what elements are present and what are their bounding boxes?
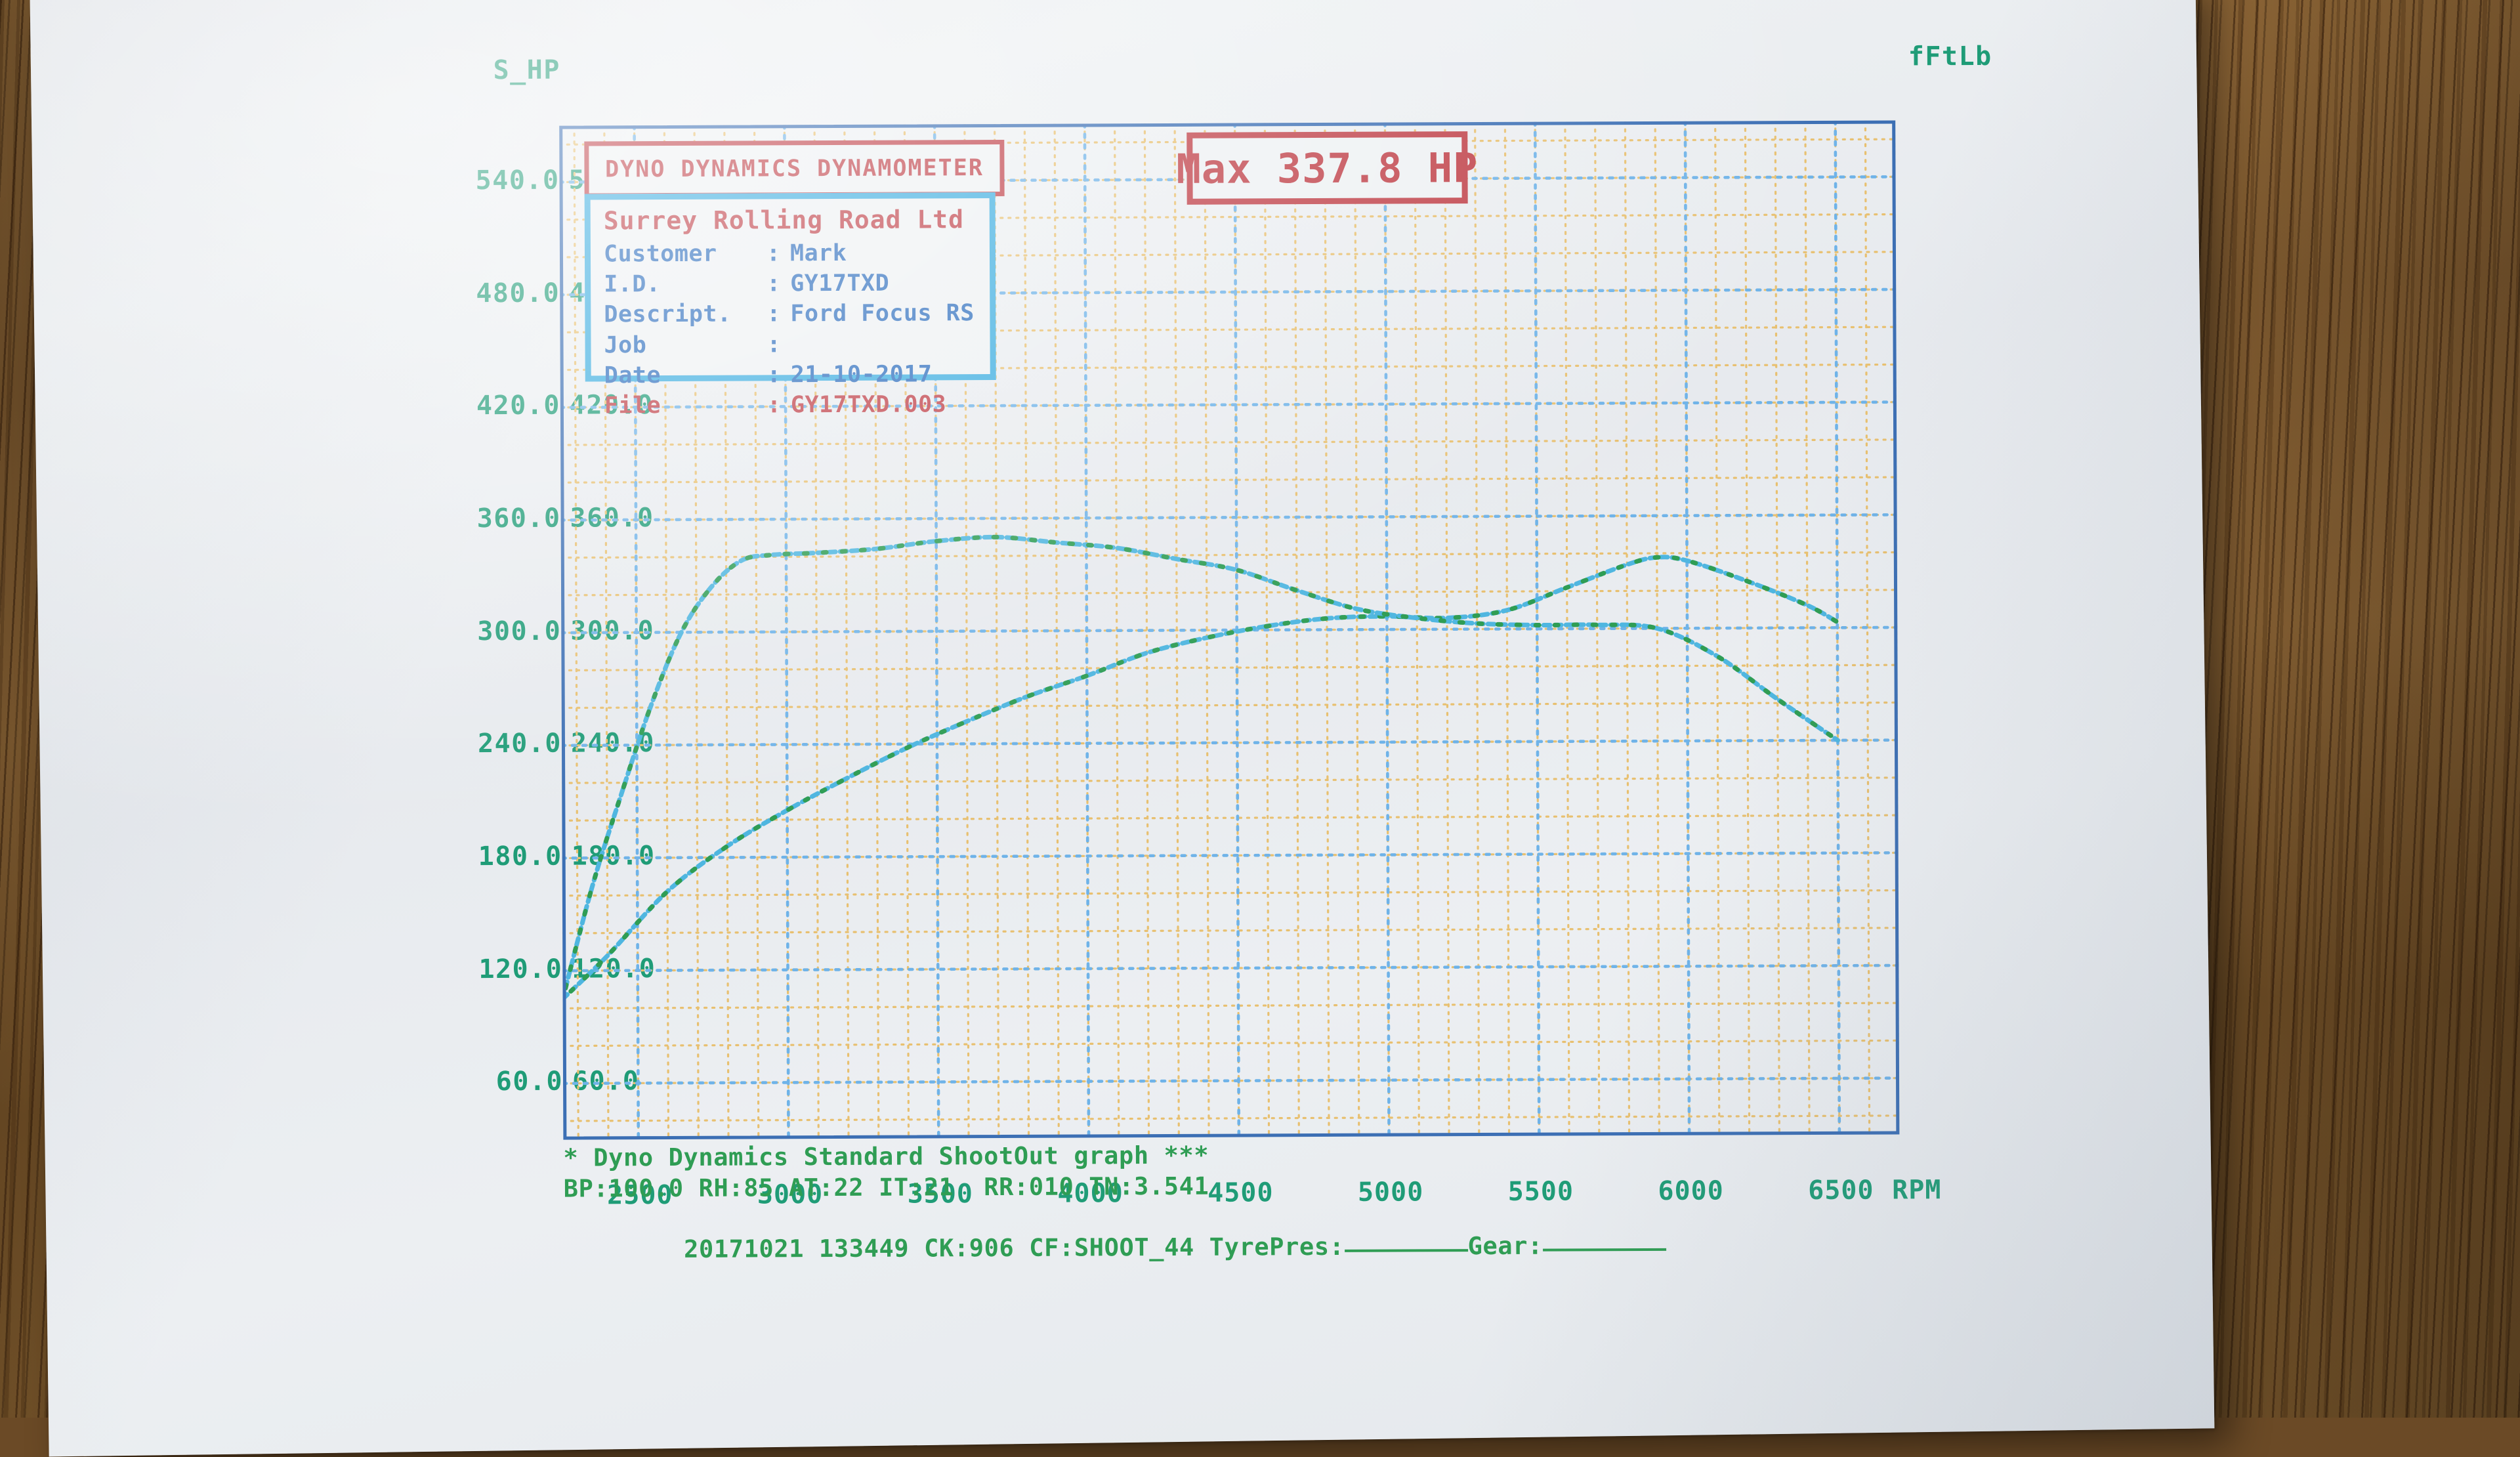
info-value: Ford Focus RS xyxy=(790,298,975,329)
gear-label: Gear: xyxy=(1468,1231,1544,1259)
info-key: I.D. xyxy=(604,269,766,300)
trace-cyan xyxy=(561,534,1839,999)
info-separator: : xyxy=(766,238,790,268)
info-value: 21-10-2017 xyxy=(791,359,933,390)
max-hp-value: Max 337.8 HP xyxy=(1176,144,1478,193)
info-separator: : xyxy=(767,390,791,420)
y-tick-left-120: 120.0 xyxy=(478,954,562,984)
y-tick-left-240: 240.0 xyxy=(478,728,562,759)
dyno-title-text: DYNO DYNAMICS DYNAMOMETER xyxy=(605,155,984,182)
info-separator: : xyxy=(766,299,790,329)
info-separator: : xyxy=(766,329,790,360)
info-separator: : xyxy=(766,268,790,299)
gear-blank xyxy=(1543,1248,1666,1252)
info-value: Mark xyxy=(790,238,847,269)
info-key: Descript. xyxy=(604,299,766,330)
info-key: Date xyxy=(604,360,767,391)
info-key: Job xyxy=(604,329,766,360)
info-row-customer: Customer:Mark xyxy=(604,238,990,270)
y-tick-left-360: 360.0 xyxy=(477,503,561,534)
footer-line-3-text: 20171021 133449 CK:906 CF:SHOOT_44 TyreP… xyxy=(684,1233,1345,1263)
max-hp-box: Max 337.8 HP xyxy=(1186,131,1467,205)
y-tick-left-60: 60.0 xyxy=(496,1066,564,1097)
data-curves xyxy=(561,534,1839,999)
info-key: Customer xyxy=(604,238,766,269)
y-tick-left-540: 540.0 xyxy=(476,165,560,196)
trace-green xyxy=(561,534,1839,999)
info-row-date: Date:21-10-2017 xyxy=(604,359,990,391)
info-row-id: I.D.:GY17TXD xyxy=(604,268,990,300)
info-row-descript: Descript.:Ford Focus RS xyxy=(604,298,990,330)
run-conditions-footer: * Dyno Dynamics Standard ShootOut graph … xyxy=(563,1137,1902,1296)
footer-line-3: 20171021 133449 CK:906 CF:SHOOT_44 TyreP… xyxy=(564,1199,1903,1296)
y-tick-left-180: 180.0 xyxy=(478,841,562,872)
info-value: GY17TXD.003 xyxy=(791,389,946,420)
printout-sheet: S_HP 60.0 120.0 180.0 240.0 300.0 360.0 420.0 4… xyxy=(30,0,2215,1457)
shop-name: Surrey Rolling Road Ltd xyxy=(604,205,990,235)
y-tick-left-480: 480.0 xyxy=(476,278,560,308)
tyre-pressure-blank xyxy=(1345,1249,1468,1252)
info-separator: : xyxy=(767,360,791,390)
info-value: GY17TXD xyxy=(790,268,889,299)
series-fftlb xyxy=(561,534,1839,999)
info-key: File xyxy=(604,390,767,421)
footer-line-2: BP:100.0 RH:85 AT:22 IT:21 RR:010 TN:3.5… xyxy=(564,1168,1902,1204)
y-axis-left-title: S_HP xyxy=(493,55,560,85)
info-row-job: Job: xyxy=(604,329,990,361)
footer-line-1: * Dyno Dynamics Standard ShootOut graph … xyxy=(563,1137,1902,1173)
y-tick-left-420: 420.0 xyxy=(476,391,560,421)
y-axis-right-title: fFtLb xyxy=(1908,41,1992,72)
dyno-title-box: DYNO DYNAMICS DYNAMOMETER xyxy=(584,140,1004,198)
info-row-file: File:GY17TXD.003 xyxy=(604,389,990,421)
y-tick-left-300: 300.0 xyxy=(477,616,561,646)
